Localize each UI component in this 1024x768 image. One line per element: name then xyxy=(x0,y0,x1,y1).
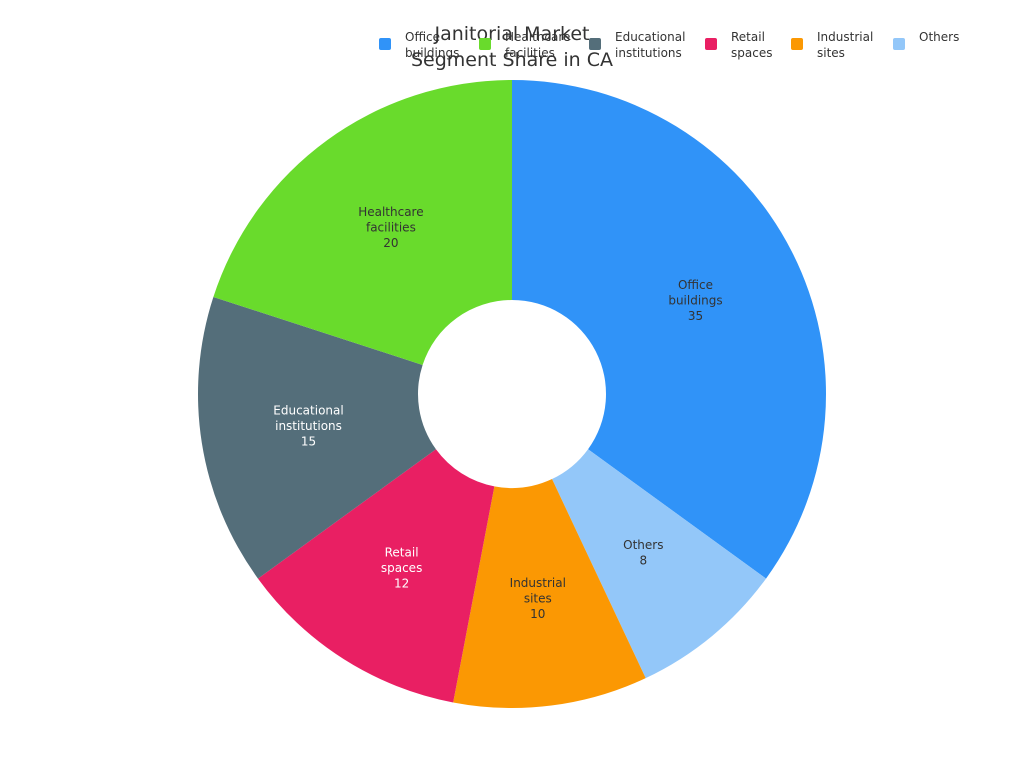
slices xyxy=(198,80,826,708)
legend-label: spaces xyxy=(731,46,772,60)
legend-swatch xyxy=(379,38,391,50)
slice-name-label: Others xyxy=(623,538,663,552)
slice-name-label: buildings xyxy=(668,294,722,308)
chart-title-line-2: Segment Share in CA xyxy=(411,49,613,71)
legend-swatch xyxy=(791,38,803,50)
slice-name-label: Industrial xyxy=(510,576,566,590)
legend-swatch xyxy=(705,38,717,50)
slice-value-label: 35 xyxy=(688,309,703,323)
slice-value-label: 12 xyxy=(394,576,409,590)
slice-value-label: 8 xyxy=(639,554,647,568)
legend-label: Office xyxy=(405,30,440,44)
slice-name-label: institutions xyxy=(275,419,342,433)
slice-name-label: sites xyxy=(524,591,552,605)
legend-label: Educational xyxy=(615,30,685,44)
legend-label: Retail xyxy=(731,30,765,44)
slice-name-label: Healthcare xyxy=(358,205,423,219)
legend-label: Healthcare xyxy=(505,30,570,44)
legend-label: buildings xyxy=(405,46,459,60)
slice-name-label: Educational xyxy=(273,404,343,418)
slice-others[interactable] xyxy=(552,449,767,679)
slice-retail-spaces[interactable] xyxy=(257,449,495,703)
slice-office-buildings[interactable] xyxy=(512,80,826,579)
legend: Office buildings Healthcare facilities Educa… xyxy=(379,30,959,60)
legend-item[interactable]: Office buildings xyxy=(379,30,459,60)
chart-title-line-1: Janitorial Market xyxy=(433,23,589,45)
legend-item[interactable]: Healthcare facilities xyxy=(479,30,570,60)
legend-swatch xyxy=(893,38,905,50)
legend-label: Others xyxy=(919,30,959,44)
slice-value-label: 20 xyxy=(383,236,398,250)
chart-title: Janitorial Market Segment Share in CA xyxy=(411,23,613,71)
slice-name-label: Retail xyxy=(385,545,419,559)
legend-label: facilities xyxy=(505,46,555,60)
legend-label: institutions xyxy=(615,46,682,60)
legend-item[interactable]: Retail spaces xyxy=(705,30,772,60)
slice-value-label: 10 xyxy=(530,607,545,621)
legend-swatch xyxy=(589,38,601,50)
slice-name-label: facilities xyxy=(366,220,416,234)
slice-healthcare-facilities[interactable] xyxy=(213,80,512,365)
slice-name-label: spaces xyxy=(381,561,422,575)
slice-value-label: 15 xyxy=(301,435,316,449)
legend-swatch xyxy=(479,38,491,50)
legend-label: Industrial xyxy=(817,30,873,44)
slice-educational-institutions[interactable] xyxy=(198,296,436,579)
slice-industrial-sites[interactable] xyxy=(453,479,646,708)
legend-item[interactable]: Industrial sites xyxy=(791,30,873,60)
slice-name-label: Office xyxy=(678,278,713,292)
legend-item[interactable]: Others xyxy=(893,30,959,50)
slice-label: Others 8 xyxy=(623,538,663,568)
legend-label: sites xyxy=(817,46,845,60)
legend-item[interactable]: Educational institutions xyxy=(589,30,685,60)
